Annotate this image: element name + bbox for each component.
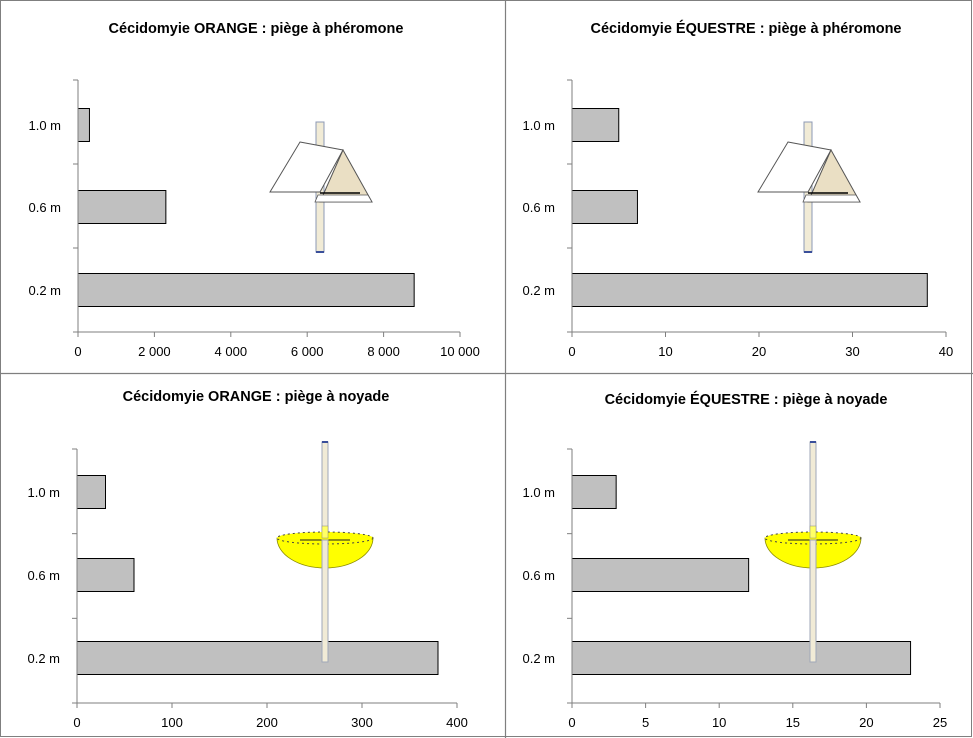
x-tick-label: 100 bbox=[161, 715, 183, 730]
chart-panel-4: Cécidomyie ÉQUESTRE : piège à noyade 1.0 … bbox=[522, 391, 947, 730]
bar bbox=[76, 475, 106, 509]
bar bbox=[571, 558, 750, 592]
bar bbox=[76, 558, 135, 592]
y-tick-label: 0.2 m bbox=[522, 283, 555, 298]
bar bbox=[571, 190, 638, 224]
x-tick-label: 200 bbox=[256, 715, 278, 730]
trap-base-plate bbox=[314, 194, 373, 203]
x-tick-label: 5 bbox=[642, 715, 649, 730]
water-trap-icon bbox=[276, 441, 374, 663]
bar bbox=[77, 190, 167, 224]
y-tick-label: 0.6 m bbox=[522, 200, 555, 215]
x-tick-label: 0 bbox=[74, 344, 81, 359]
x-tick-label: 8 000 bbox=[367, 344, 400, 359]
trap-base-plate bbox=[802, 194, 861, 203]
water-trap-icon bbox=[764, 441, 862, 663]
chart-title: Cécidomyie ÉQUESTRE : piège à phéromone bbox=[590, 20, 901, 37]
x-tick-label: 0 bbox=[568, 344, 575, 359]
x-tick-label: 25 bbox=[933, 715, 947, 730]
y-tick-label: 0.6 m bbox=[28, 200, 61, 215]
y-tick-label: 1.0 m bbox=[27, 485, 60, 500]
x-tick-label: 15 bbox=[786, 715, 800, 730]
trap-roof-left bbox=[757, 141, 832, 193]
y-tick-label: 0.2 m bbox=[522, 651, 555, 666]
x-tick-label: 20 bbox=[752, 344, 766, 359]
chart-title: Cécidomyie ORANGE : piège à noyade bbox=[123, 389, 390, 405]
trap-roof-left bbox=[269, 141, 344, 193]
trap-bowl-post bbox=[321, 525, 329, 539]
pheromone-trap-icon bbox=[269, 121, 373, 253]
x-tick-label: 4 000 bbox=[215, 344, 248, 359]
chart-title: Cécidomyie ÉQUESTRE : piège à noyade bbox=[605, 391, 888, 408]
y-tick-label: 1.0 m bbox=[28, 118, 61, 133]
bar bbox=[571, 273, 928, 307]
x-tick-label: 300 bbox=[351, 715, 373, 730]
x-tick-label: 30 bbox=[845, 344, 859, 359]
x-tick-label: 20 bbox=[859, 715, 873, 730]
x-tick-label: 6 000 bbox=[291, 344, 324, 359]
chart-panel-2: Cécidomyie ÉQUESTRE : piège à phéromone 1… bbox=[522, 20, 953, 359]
trap-pole-lower bbox=[809, 539, 817, 663]
bar bbox=[77, 108, 90, 142]
bar bbox=[77, 273, 415, 307]
x-tick-label: 2 000 bbox=[138, 344, 171, 359]
x-tick-label: 40 bbox=[939, 344, 953, 359]
y-tick-label: 1.0 m bbox=[522, 485, 555, 500]
bar bbox=[571, 108, 620, 142]
chart-title: Cécidomyie ORANGE : piège à phéromone bbox=[109, 21, 404, 37]
x-tick-label: 400 bbox=[446, 715, 468, 730]
x-tick-label: 10 000 bbox=[440, 344, 480, 359]
y-tick-label: 0.2 m bbox=[27, 651, 60, 666]
trap-bowl-post bbox=[809, 525, 817, 539]
trap-pole-lower bbox=[321, 539, 329, 663]
bar bbox=[76, 641, 439, 675]
bar bbox=[571, 475, 617, 509]
chart-panel-3: Cécidomyie ORANGE : piège à noyade 1.0 m 0… bbox=[27, 389, 467, 730]
x-tick-label: 0 bbox=[568, 715, 575, 730]
y-tick-label: 0.2 m bbox=[28, 283, 61, 298]
y-tick-label: 0.6 m bbox=[27, 568, 60, 583]
chart-panel-1: Cécidomyie ORANGE : piège à phéromone 1.0… bbox=[28, 21, 479, 359]
bar bbox=[571, 641, 912, 675]
x-tick-label: 10 bbox=[712, 715, 726, 730]
x-tick-label: 0 bbox=[73, 715, 80, 730]
y-tick-label: 1.0 m bbox=[522, 118, 555, 133]
x-tick-label: 10 bbox=[658, 344, 672, 359]
pheromone-trap-icon bbox=[757, 121, 861, 253]
y-tick-label: 0.6 m bbox=[522, 568, 555, 583]
